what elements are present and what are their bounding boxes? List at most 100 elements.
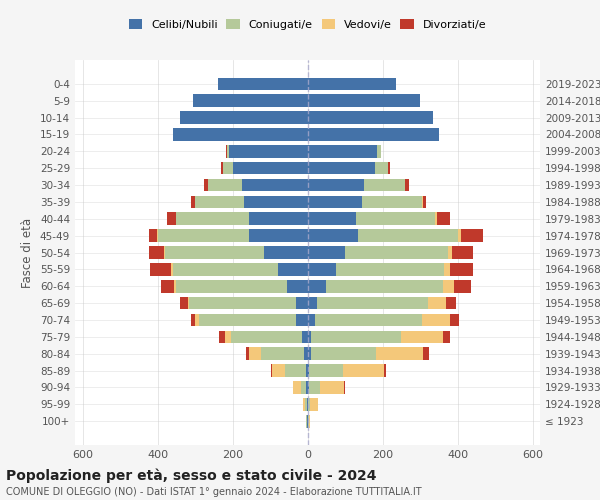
Bar (308, 111, 433, 124)
Bar (296, 297, 308, 310)
Bar (308, 162, 375, 174)
Bar (173, 263, 277, 276)
Bar (423, 348, 428, 360)
Bar (308, 348, 311, 360)
Bar (244, 196, 308, 208)
Bar (326, 280, 443, 292)
Bar (304, 398, 305, 410)
Bar (161, 280, 175, 292)
Bar (310, 398, 317, 410)
Bar (308, 128, 439, 141)
Bar (149, 246, 164, 259)
Bar (461, 230, 483, 242)
Bar (308, 263, 335, 276)
Bar (308, 212, 356, 225)
Bar (448, 246, 452, 259)
Bar (250, 212, 308, 225)
Bar (308, 381, 320, 394)
Bar (308, 94, 420, 107)
Bar (308, 280, 326, 292)
Bar (308, 178, 364, 192)
Bar (311, 330, 401, 343)
Bar (345, 246, 448, 259)
Bar (309, 415, 310, 428)
Bar (190, 297, 296, 310)
Bar (308, 145, 377, 158)
Bar (308, 415, 309, 428)
Bar (310, 364, 343, 377)
Bar (307, 398, 308, 410)
Bar (315, 314, 422, 326)
Bar (250, 230, 308, 242)
Bar (150, 263, 170, 276)
Bar (173, 128, 308, 141)
Bar (293, 381, 301, 394)
Bar (176, 212, 250, 225)
Bar (195, 196, 244, 208)
Bar (226, 145, 227, 158)
Bar (223, 162, 233, 174)
Bar (401, 330, 443, 343)
Bar (229, 145, 308, 158)
Bar (195, 314, 199, 326)
Bar (443, 280, 454, 292)
Bar (377, 145, 380, 158)
Bar (245, 348, 250, 360)
Bar (187, 297, 190, 310)
Bar (305, 398, 307, 410)
Y-axis label: Fasce di età: Fasce di età (22, 218, 34, 288)
Bar (221, 162, 223, 174)
Bar (446, 297, 455, 310)
Bar (452, 246, 473, 259)
Bar (149, 230, 157, 242)
Bar (230, 330, 302, 343)
Bar (277, 263, 308, 276)
Bar (167, 212, 176, 225)
Bar (296, 314, 308, 326)
Bar (308, 78, 395, 90)
Bar (450, 263, 473, 276)
Bar (265, 246, 308, 259)
Bar (358, 230, 458, 242)
Bar (250, 348, 260, 360)
Bar (302, 330, 308, 343)
Bar (191, 314, 195, 326)
Bar (320, 381, 344, 394)
Bar (308, 230, 358, 242)
Bar (175, 280, 176, 292)
Bar (308, 398, 310, 410)
Bar (191, 196, 195, 208)
Bar (427, 297, 446, 310)
Bar (308, 297, 317, 310)
Bar (308, 246, 345, 259)
Bar (308, 364, 310, 377)
Bar (335, 263, 445, 276)
Bar (437, 212, 450, 225)
Bar (157, 230, 250, 242)
Bar (450, 314, 460, 326)
Bar (356, 212, 435, 225)
Bar (422, 196, 427, 208)
Bar (180, 111, 308, 124)
Bar (385, 364, 386, 377)
Bar (176, 280, 287, 292)
Text: COMUNE DI OLEGGIO (NO) - Dati ISTAT 1° gennaio 2024 - Elaborazione TUTTITALIA.IT: COMUNE DI OLEGGIO (NO) - Dati ISTAT 1° g… (6, 487, 422, 497)
Bar (311, 348, 376, 360)
Bar (443, 330, 450, 343)
Bar (375, 162, 388, 174)
Bar (193, 94, 308, 107)
Bar (165, 246, 265, 259)
Bar (307, 381, 308, 394)
Bar (304, 348, 308, 360)
Bar (164, 246, 165, 259)
Bar (364, 178, 405, 192)
Bar (272, 364, 285, 377)
Bar (199, 314, 296, 326)
Bar (344, 381, 345, 394)
Bar (376, 348, 423, 360)
Bar (458, 230, 461, 242)
Bar (180, 297, 187, 310)
Bar (242, 178, 308, 192)
Bar (405, 178, 409, 192)
Bar (287, 280, 308, 292)
